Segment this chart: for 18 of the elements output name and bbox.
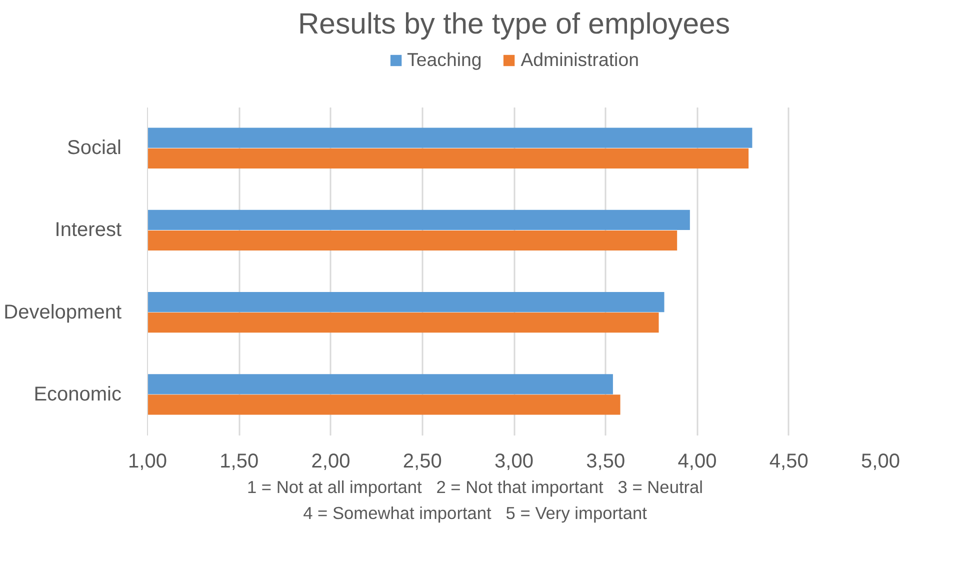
- y-tick-label: Development: [4, 301, 122, 324]
- x-tick-label: 1,00: [128, 450, 167, 472]
- x-tick-label: 5,00: [861, 450, 900, 472]
- x-tick-label: 4,50: [769, 450, 808, 472]
- chart-title: Results by the type of employees: [298, 8, 730, 40]
- x-tick-label: 4,00: [678, 450, 717, 472]
- x-tick-label: 3,50: [586, 450, 626, 472]
- x-tick-label: 2,50: [402, 450, 442, 472]
- x-tick-label: 1,50: [220, 450, 259, 472]
- y-tick-label: Interest: [54, 219, 122, 242]
- legend-label: Administration: [520, 49, 639, 71]
- y-tick-label: Economic: [34, 383, 122, 406]
- legend-label: Teaching: [407, 49, 482, 71]
- text: 1 = Not at all important 2 = Not that important 3 = Neutral: [246, 477, 704, 497]
- x-tick-label: 3,00: [494, 450, 534, 472]
- y-tick-label: Social: [67, 137, 122, 160]
- text: 4 = Somewhat important 5 = Very important: [303, 502, 647, 523]
- x-tick-label: 2,00: [311, 450, 350, 472]
